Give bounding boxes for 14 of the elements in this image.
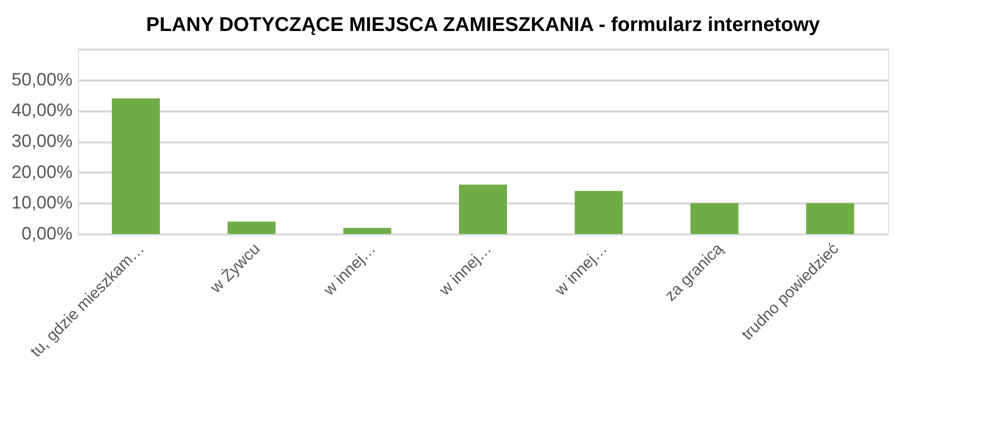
bar — [574, 190, 623, 234]
bar — [806, 203, 854, 234]
bar — [343, 228, 392, 234]
bar — [112, 98, 160, 234]
y-tick-label: 20,00% — [11, 162, 72, 182]
bar — [228, 222, 276, 234]
chart-title: PLANY DOTYCZĄCE MIEJSCA ZAMIESZKANIA - formularz internetowy — [146, 14, 821, 36]
y-tick-label: 0,00% — [21, 224, 72, 244]
y-tick-label: 30,00% — [11, 131, 72, 151]
y-tick-label: 50,00% — [11, 69, 72, 90]
bar — [459, 184, 507, 234]
bar — [690, 203, 738, 234]
y-tick-label: 40,00% — [11, 100, 72, 120]
y-tick-label: 10,00% — [11, 192, 72, 213]
